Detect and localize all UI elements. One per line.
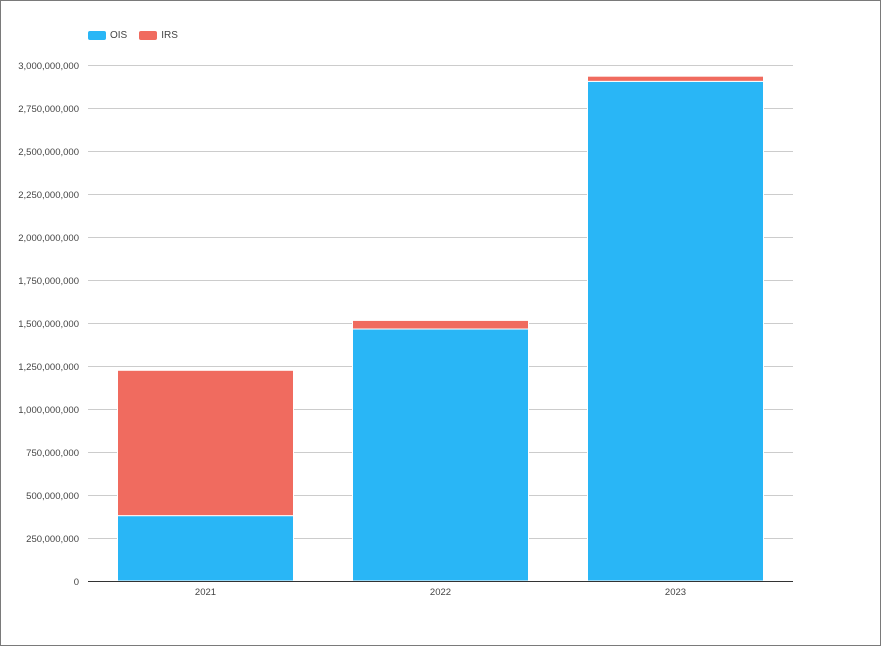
- legend-swatch-irs: [139, 31, 158, 40]
- y-tick-label: 3,000,000,000: [18, 61, 79, 72]
- y-tick-label: 2,000,000,000: [18, 233, 79, 244]
- chart-legend: OIS IRS: [88, 30, 190, 41]
- y-tick-label: 1,000,000,000: [18, 405, 79, 416]
- y-tick-label: 500,000,000: [26, 491, 79, 502]
- bar-irs-2023[interactable]: [587, 75, 764, 82]
- legend-label-irs: IRS: [161, 30, 178, 41]
- x-tick-label: 2021: [195, 587, 216, 598]
- y-tick-label: 2,750,000,000: [18, 104, 79, 115]
- x-tick-label: 2023: [665, 587, 686, 598]
- bar-irs-2022[interactable]: [352, 319, 529, 330]
- y-tick-label: 1,250,000,000: [18, 362, 79, 373]
- legend-label-ois: OIS: [110, 30, 128, 41]
- legend-swatch-ois: [88, 31, 106, 40]
- bar-ois-2022[interactable]: [352, 328, 529, 582]
- y-tick-label: 2,250,000,000: [18, 190, 79, 201]
- bar-ois-2023[interactable]: [587, 80, 764, 582]
- y-tick-label: 2,500,000,000: [18, 147, 79, 158]
- y-tick-label: 1,750,000,000: [18, 276, 79, 287]
- y-tick-label: 750,000,000: [26, 448, 79, 459]
- x-tick-label: 2022: [430, 587, 451, 598]
- legend-item-ois[interactable]: OIS: [88, 30, 127, 41]
- y-tick-label: 250,000,000: [26, 534, 79, 545]
- y-tick-label: 1,500,000,000: [18, 319, 79, 330]
- bar-ois-2021[interactable]: [117, 515, 294, 582]
- legend-item-irs[interactable]: IRS: [139, 30, 178, 41]
- y-tick-label: 0: [74, 577, 79, 588]
- bar-irs-2021[interactable]: [117, 369, 294, 517]
